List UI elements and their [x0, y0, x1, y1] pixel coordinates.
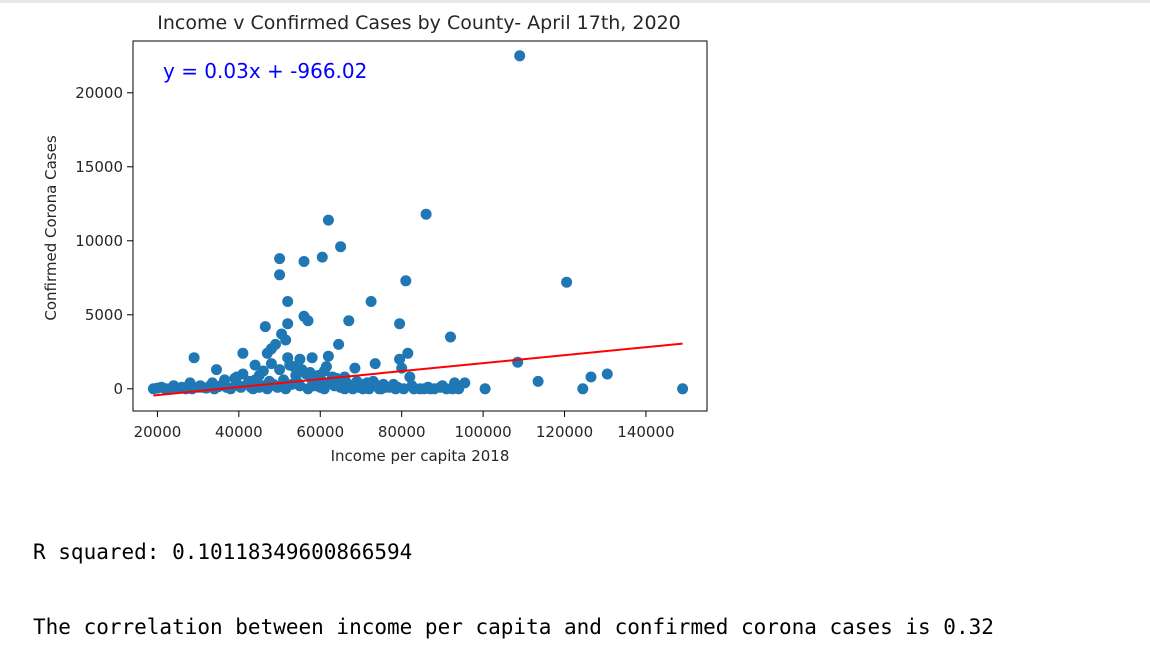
data-point	[512, 356, 524, 368]
data-point	[282, 318, 294, 330]
data-point	[294, 353, 306, 365]
data-point	[259, 321, 271, 333]
data-point	[302, 315, 314, 327]
data-point	[320, 361, 332, 373]
data-point	[349, 362, 361, 374]
data-point	[577, 383, 589, 395]
data-point	[194, 380, 206, 392]
data-point	[316, 251, 328, 263]
y-tick-label: 20000	[75, 84, 123, 102]
data-point	[237, 347, 249, 359]
data-point	[280, 334, 292, 346]
data-point	[404, 371, 416, 383]
data-point	[677, 383, 689, 395]
data-point	[343, 315, 355, 327]
data-point	[333, 338, 345, 350]
data-point	[365, 296, 377, 307]
data-point	[302, 383, 314, 395]
x-axis-label: Income per capita 2018	[331, 447, 510, 465]
data-point	[298, 256, 310, 267]
data-point	[164, 383, 176, 395]
data-point	[284, 359, 296, 371]
cell-divider	[0, 0, 1150, 3]
data-point	[390, 383, 402, 395]
x-tick-label: 60000	[296, 423, 344, 441]
y-tick-label: 5000	[85, 306, 123, 324]
y-tick-label: 0	[113, 380, 123, 398]
data-point	[282, 296, 294, 307]
data-point	[219, 374, 231, 386]
x-tick-label: 80000	[378, 423, 426, 441]
plot-area-frame	[132, 40, 708, 412]
data-point	[406, 380, 418, 392]
data-point	[265, 358, 277, 370]
data-point	[447, 383, 459, 395]
regression-line	[153, 342, 683, 397]
correlation-output: The correlation between income per capit…	[33, 615, 994, 639]
data-point	[249, 359, 261, 371]
y-tick-label: 15000	[75, 158, 123, 176]
data-point	[335, 241, 347, 253]
data-point	[514, 50, 526, 62]
data-point	[261, 347, 273, 359]
data-point	[402, 347, 414, 359]
r-squared-output: R squared: 0.10118349600866594	[33, 540, 413, 564]
data-point	[601, 368, 613, 380]
data-point	[561, 276, 573, 288]
data-point	[418, 383, 430, 395]
scatter-chart: Income v Confirmed Cases by County- Apri…	[42, 12, 708, 465]
data-point	[339, 383, 351, 395]
data-point	[211, 364, 222, 376]
y-tick-label: 10000	[75, 232, 123, 250]
chart-title: Income v Confirmed Cases by County- Apri…	[157, 12, 681, 34]
data-point	[280, 383, 292, 395]
data-point	[373, 383, 385, 395]
x-ticks: 20000 40000 60000 80000 100000 120000 140000	[134, 411, 675, 441]
data-point	[274, 253, 286, 265]
data-point	[274, 269, 286, 281]
data-point	[206, 377, 218, 389]
x-tick-label: 140000	[617, 423, 674, 441]
data-point	[270, 380, 281, 392]
data-point	[296, 364, 308, 376]
points-layer	[147, 50, 689, 395]
data-point	[394, 353, 406, 365]
data-point	[479, 383, 491, 395]
data-point	[369, 358, 381, 370]
data-point	[357, 383, 369, 395]
data-point	[188, 352, 200, 364]
x-tick-label: 20000	[134, 423, 182, 441]
data-point	[400, 275, 412, 287]
data-point	[257, 365, 269, 377]
data-point	[322, 214, 334, 226]
data-point	[318, 383, 330, 395]
x-tick-label: 120000	[536, 423, 593, 441]
x-tick-label: 40000	[215, 423, 263, 441]
regression-equation: y = 0.03x + -966.02	[163, 59, 367, 83]
data-point	[434, 381, 446, 393]
data-point	[322, 350, 334, 362]
data-point	[292, 377, 304, 389]
cell-output: R squared: 0.10118349600866594 The corre…	[33, 490, 994, 665]
data-point	[231, 371, 243, 383]
data-point	[420, 208, 432, 220]
data-point	[445, 331, 456, 343]
y-ticks: 0 5000 10000 15000 20000	[75, 84, 133, 398]
data-point	[585, 371, 597, 383]
data-point	[532, 375, 544, 387]
data-point	[172, 382, 184, 394]
data-point	[274, 364, 286, 376]
regression-layer	[153, 342, 683, 397]
y-axis-label: Confirmed Corona Cases	[42, 135, 60, 320]
data-point	[306, 352, 318, 364]
x-tick-label: 100000	[454, 423, 511, 441]
data-point	[394, 318, 406, 330]
